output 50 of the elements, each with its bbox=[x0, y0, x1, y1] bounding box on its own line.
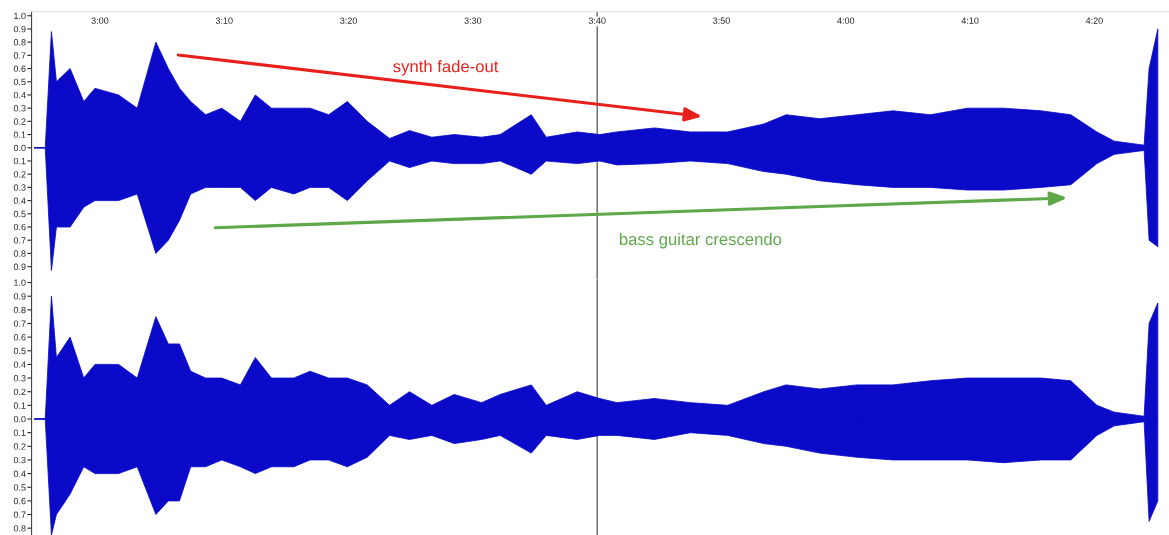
y-tick-label: 0.6 bbox=[13, 223, 26, 231]
y-tick-label: 0.5 bbox=[13, 78, 26, 86]
y-tick-label: 0.2 bbox=[13, 388, 26, 396]
y-tick-label: 1.0 bbox=[14, 12, 26, 20]
x-tick-label: 4:00 bbox=[837, 17, 855, 24]
annotation: bass guitar crescendo bbox=[619, 232, 782, 249]
y-tick-label: 0.2 bbox=[13, 118, 26, 125]
y-tick-label: 0.3 bbox=[13, 456, 26, 464]
y-tick-label: 1.0 bbox=[14, 279, 26, 286]
y-tick-label: 0.8 bbox=[13, 39, 26, 46]
y-tick-label: 0.9 bbox=[13, 25, 26, 33]
y-tick-label: 0.8 bbox=[13, 250, 26, 257]
y-tick-label: 0.3 bbox=[13, 184, 26, 191]
annotation: synth fade-out bbox=[393, 60, 499, 76]
y-tick-label: 0.2 bbox=[13, 171, 26, 178]
y-tick-label: 0.0 bbox=[13, 415, 26, 423]
y-tick-label: 0.8 bbox=[13, 306, 26, 314]
y-tick-label: 0.1 bbox=[13, 157, 26, 165]
y-tick-label: 0.4 bbox=[13, 470, 26, 477]
y-tick-label: 0.2 bbox=[13, 443, 26, 450]
x-tick-label: 3:30 bbox=[464, 17, 482, 24]
x-tick-label: 3:50 bbox=[713, 17, 730, 24]
x-tick-label: 4:10 bbox=[961, 17, 979, 24]
y-tick-label: 0.5 bbox=[13, 347, 26, 355]
y-tick-label: 0.6 bbox=[13, 497, 26, 505]
y-tick-label: 0.1 bbox=[13, 402, 26, 409]
x-tick-label: 3:10 bbox=[215, 17, 233, 24]
y-tick-label: 0.1 bbox=[13, 131, 26, 138]
x-tick-label: 3:20 bbox=[340, 17, 357, 24]
y-tick-label: 0.5 bbox=[13, 210, 26, 218]
x-tick-label: 4:20 bbox=[1085, 17, 1103, 24]
y-tick-label: 0.8 bbox=[13, 525, 26, 532]
y-tick-label: 0.6 bbox=[13, 65, 26, 72]
x-tick-label: 3:40 bbox=[588, 17, 606, 24]
y-tick-label: 0.7 bbox=[13, 52, 26, 59]
y-tick-label: 0.7 bbox=[13, 320, 26, 327]
y-tick-label: 0.9 bbox=[13, 293, 26, 300]
y-tick-label: 0.3 bbox=[13, 375, 26, 382]
y-tick-label: 0.4 bbox=[13, 197, 26, 204]
y-tick-label: 0.3 bbox=[13, 105, 26, 112]
y-tick-label: 0.6 bbox=[13, 334, 26, 341]
x-tick-label: 3:00 bbox=[91, 17, 109, 24]
y-tick-label: 0.4 bbox=[13, 91, 26, 99]
y-tick-label: 0.5 bbox=[13, 484, 26, 491]
y-tick-label: 0.0 bbox=[13, 144, 26, 152]
y-tick-label: 0.9 bbox=[13, 263, 26, 270]
y-tick-label: 0.1 bbox=[13, 429, 26, 437]
y-tick-label: 0.7 bbox=[13, 237, 26, 244]
y-tick-label: 0.7 bbox=[13, 511, 26, 518]
y-tick-label: 0.4 bbox=[13, 361, 26, 368]
